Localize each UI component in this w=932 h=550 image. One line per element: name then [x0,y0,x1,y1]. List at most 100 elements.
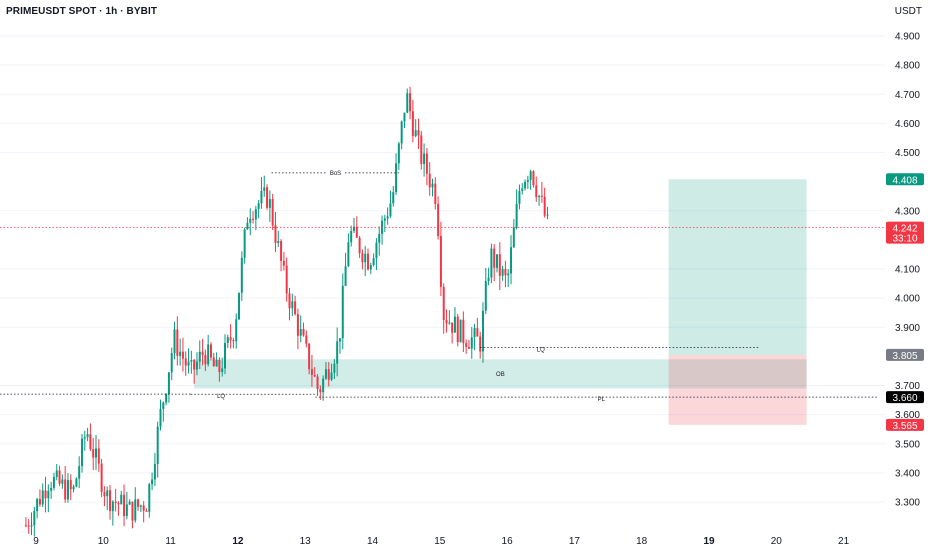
ob-zone [194,359,807,389]
candle-body [36,498,39,511]
candle-body [330,372,333,380]
candle-body [476,328,479,337]
candle-body [540,195,543,197]
price-tick-label: 3.700 [895,381,920,392]
candle-body [277,241,280,243]
candle-body [493,248,496,268]
candle-body [512,227,515,248]
candle-body [249,218,252,223]
candle-body [106,490,109,497]
candle-body [167,372,170,395]
candle-body [291,301,294,309]
price-tick-label: 4.500 [895,148,920,159]
price-tick-label: 4.900 [895,32,920,43]
candle-body [372,258,375,266]
candle-body [526,179,529,182]
candle-body [338,338,341,342]
candle-body [322,378,325,393]
candle-body [268,199,271,208]
candle-body [420,135,423,164]
candle-body [364,253,367,263]
candle-body [142,505,145,511]
candle-body [263,187,266,191]
candle-body [86,434,89,438]
candle-body [218,359,221,373]
candle-body [238,292,241,320]
candle-body [414,130,417,137]
candle-body [524,181,527,189]
candle-body [257,203,260,210]
candle-body [479,336,482,352]
candle-body [201,351,204,355]
candle-body [184,358,187,366]
candle-body [27,525,30,527]
candle-body [207,344,210,365]
candle-body [465,343,468,347]
candle-body [134,499,137,521]
candle-body [409,93,412,112]
candle-body [198,351,201,362]
candle-body [484,280,487,311]
candle-body [319,388,322,393]
candle-body [428,173,431,188]
candle-body [47,490,50,499]
candle-body [448,322,451,324]
price-badge [886,173,924,186]
candle-body [352,226,355,231]
symbol-title[interactable]: PRIMEUSDT SPOT · 1h · BYBIT [6,6,158,17]
candle-body [50,487,53,491]
candle-body [518,190,521,204]
ob-label: OB [496,372,505,378]
candles-layer [24,86,549,537]
candle-body [151,479,154,485]
price-badge [886,418,924,431]
candle-body [209,344,212,358]
candle-body [417,130,420,136]
candle-body [114,501,117,503]
candle-body [529,171,532,180]
candle-body [137,499,140,507]
candle-body [496,254,499,268]
price-tick-label: 3.900 [895,323,920,334]
time-tick-label: 10 [98,536,110,547]
candle-body [100,463,103,492]
candle-body [274,225,277,243]
candle-body [30,525,33,527]
candle-body [159,408,162,427]
candle-body [386,216,389,219]
time-axis[interactable]: 9 10 11 12 13 14 15 16 17 18 19 20 21 [33,536,849,547]
candle-body [333,363,336,373]
candle-body [165,394,168,403]
candle-body [170,353,173,373]
pl-level-label: PL [598,397,606,403]
price-tick-label: 4.300 [895,206,920,217]
time-tick-label: 16 [502,536,514,547]
candle-body [58,470,61,484]
candle-body [434,183,437,204]
candle-body [395,163,398,193]
candle-body [425,153,428,174]
candle-body [501,268,504,276]
price-axis[interactable]: 4.900 4.800 4.700 4.600 4.500 4.300 4.100 4.000… [895,32,920,509]
levels-layer: OB BoS LQ LQ PL [0,168,885,403]
candle-body [546,214,549,216]
candle-body [260,190,263,204]
candle-body [397,143,400,164]
candle-body [212,357,215,367]
candle-body [195,361,198,370]
candle-body [324,369,327,379]
candle-body [162,402,165,409]
candle-body [462,319,465,344]
candle-body [95,448,98,458]
candle-body [310,369,313,375]
time-tick-label: 12 [232,536,244,547]
candle-body [327,369,330,380]
candle-body [44,490,47,499]
candle-body [347,242,350,267]
candle-body [89,434,92,450]
candle-body [148,484,151,512]
price-tick-label: 4.800 [895,61,920,72]
candle-body [439,236,442,287]
candle-body [459,319,462,343]
